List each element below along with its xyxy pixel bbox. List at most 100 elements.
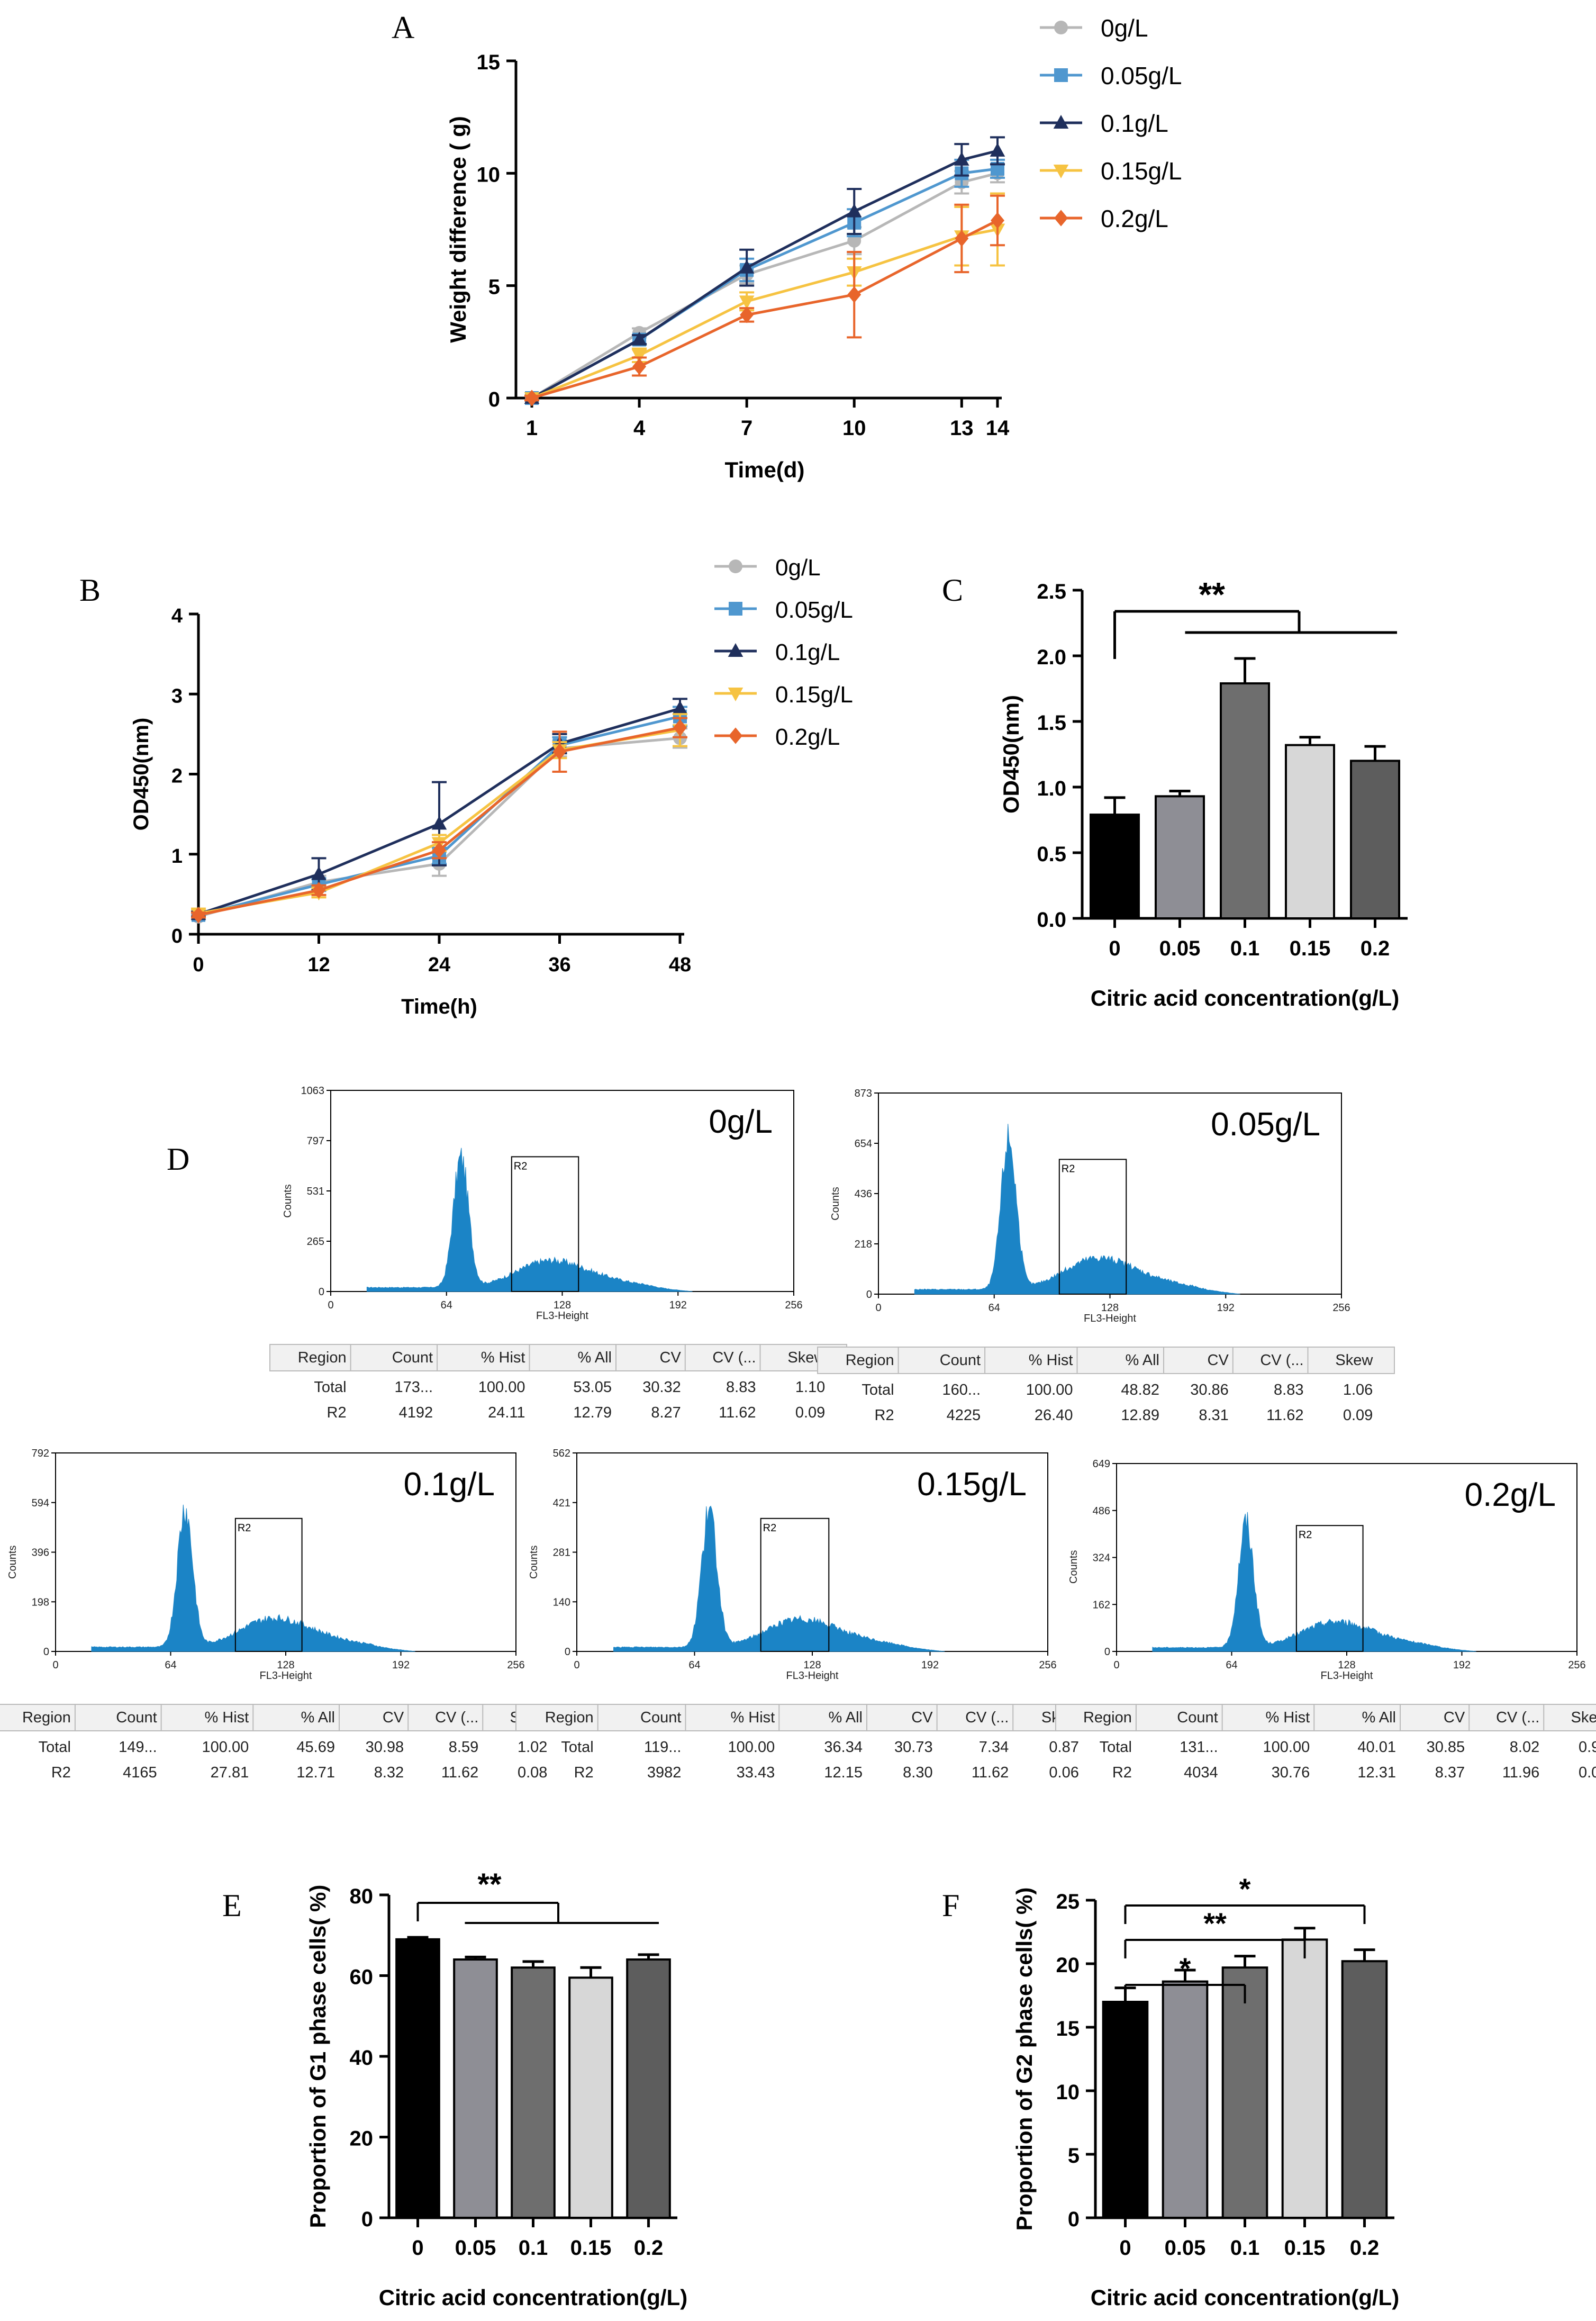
table-header-cell: CV <box>383 1709 404 1726</box>
y-axis-label: Counts <box>830 1187 841 1220</box>
table-cell: 12.15 <box>824 1764 863 1781</box>
table-cell: R2 <box>875 1407 894 1424</box>
y-axis-label: Counts <box>7 1546 19 1579</box>
x-tick-label: 256 <box>785 1299 802 1311</box>
y-tick-label: 40 <box>350 2046 374 2070</box>
y-tick-label: 0 <box>1068 2208 1080 2231</box>
data-point <box>739 295 755 310</box>
table-header <box>269 1344 847 1371</box>
legend-label: 0.15g/L <box>775 682 853 708</box>
histogram-0.2g/L: 0 162 324 486 649 0 64 128 192 256 FL3-Height Count… <box>1055 1458 1596 1781</box>
y-tick-label: 0.0 <box>1037 908 1066 932</box>
table-cell: 26.40 <box>1035 1407 1073 1424</box>
table-header-cell: CV (... <box>712 1349 756 1366</box>
y-tick-label: 80 <box>350 1885 374 1908</box>
panel-c-bar-chart: 0.0 0.5 1.0 1.5 2.0 2.5 0 0.05 0.1 0.15 0.2 Citric … <box>999 575 1408 1010</box>
table-cell: 36.34 <box>824 1739 863 1756</box>
x-axis-label: Citric acid concentration(g/L) <box>1091 986 1399 1010</box>
x-tick-label: 128 <box>803 1659 821 1671</box>
x-tick-label: 0 <box>1119 2236 1131 2260</box>
y-tick-label: 2.5 <box>1037 580 1066 603</box>
table-header-cell: CV (... <box>965 1709 1009 1726</box>
legend-marker <box>1053 115 1069 129</box>
bar-0.1 <box>1221 1966 1268 2219</box>
x-tick-label: 128 <box>554 1299 571 1311</box>
data-point <box>847 286 862 303</box>
y-tick-label: 654 <box>855 1138 872 1150</box>
table-header-cell: CV (... <box>1260 1352 1303 1369</box>
table-cell: 0.09 <box>795 1404 825 1421</box>
x-tick-label: 0.15 <box>1290 937 1331 960</box>
y-tick-label: 0 <box>171 925 183 947</box>
data-point <box>673 719 687 736</box>
table-header-cell: Skew <box>1571 1709 1596 1726</box>
y-tick-label: 265 <box>307 1236 324 1248</box>
gate-label: R2 <box>763 1522 777 1534</box>
x-axis-label: FL3-Height <box>536 1310 588 1322</box>
x-tick-label: 0.1 <box>519 2236 548 2260</box>
legend-label: 0g/L <box>775 555 821 581</box>
y-tick-label: 562 <box>553 1448 570 1459</box>
table-cell: 7.34 <box>979 1739 1009 1756</box>
x-tick-label: 13 <box>950 417 974 440</box>
y-tick-label: 0.5 <box>1037 843 1066 866</box>
y-tick-label: 1063 <box>301 1085 325 1097</box>
panel-label-a: A <box>392 10 414 45</box>
x-tick-label: 12 <box>307 954 330 976</box>
y-tick-label: 594 <box>32 1497 49 1509</box>
data-point <box>631 349 647 364</box>
table-cell: 45.69 <box>296 1739 335 1756</box>
table-cell: 4034 <box>1184 1764 1218 1781</box>
gate-r2 <box>1295 1525 1364 1652</box>
table-header-cell: % All <box>829 1709 863 1726</box>
y-axis-label: Proportion of G1 phase cells( %) <box>305 1885 330 2228</box>
gate-r2 <box>511 1156 579 1292</box>
y-tick-label: 0 <box>43 1646 49 1658</box>
gate-label: R2 <box>238 1522 251 1534</box>
table-cell: Total <box>561 1739 593 1756</box>
table-header-cell: Count <box>640 1709 681 1726</box>
table-cell: 8.83 <box>1274 1381 1303 1398</box>
y-tick-label: 10 <box>1056 2081 1080 2104</box>
table-cell: 8.32 <box>374 1764 404 1781</box>
legend-marker <box>728 643 743 657</box>
table-cell: 1.06 <box>1343 1381 1373 1398</box>
table-header-cell: Skew <box>1335 1352 1373 1369</box>
legend-label: 0.2g/L <box>1101 205 1168 232</box>
x-tick-label: 0 <box>875 1302 881 1314</box>
table-cell: 4225 <box>947 1407 981 1424</box>
bar-0.15 <box>568 1976 613 2219</box>
table-cell: 100.00 <box>728 1739 775 1756</box>
y-tick-label: 3 <box>171 685 183 707</box>
bar-0.2 <box>1341 1960 1388 2219</box>
table-cell: 8.59 <box>449 1739 478 1756</box>
data-point <box>525 390 539 407</box>
significance-label: ** <box>477 1867 502 1902</box>
x-tick-label: 14 <box>986 417 1010 440</box>
legend-marker <box>1053 164 1069 178</box>
table-header-cell: CV <box>911 1709 933 1726</box>
x-tick-label: 128 <box>1101 1302 1119 1314</box>
table-cell: 119... <box>644 1739 681 1756</box>
y-tick-label: 0 <box>319 1286 324 1298</box>
panel-label-d: D <box>167 1142 189 1177</box>
data-point <box>311 866 327 880</box>
table-header-cell: Region <box>22 1709 71 1726</box>
table-cell: 4192 <box>399 1404 433 1421</box>
y-tick-label: 0 <box>361 2208 373 2231</box>
table-cell: 173... <box>395 1379 433 1396</box>
table-header-cell: Count <box>1177 1709 1218 1726</box>
x-tick-label: 0 <box>574 1659 579 1671</box>
x-tick-label: 48 <box>669 954 691 976</box>
x-tick-label: 256 <box>1332 1302 1350 1314</box>
x-tick-label: 0.15 <box>1284 2236 1326 2260</box>
table-cell: 30.73 <box>894 1739 933 1756</box>
table-cell: 30.98 <box>366 1739 404 1756</box>
gate-label: R2 <box>1062 1163 1075 1175</box>
legend-marker <box>728 687 743 701</box>
table-header-cell: % Hist <box>1265 1709 1310 1726</box>
table-cell: 0.08 <box>1579 1764 1596 1781</box>
series-line <box>531 149 998 400</box>
table-header-cell: % All <box>1126 1352 1159 1369</box>
